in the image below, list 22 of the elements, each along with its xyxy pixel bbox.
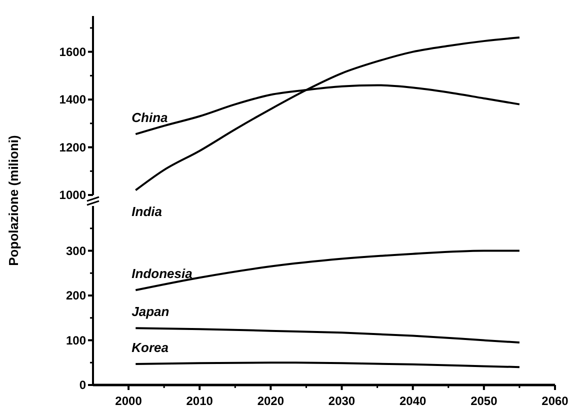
y-tick-label: 1200 — [59, 140, 86, 154]
line-series — [134, 327, 520, 344]
y-tick-label: 1400 — [59, 92, 86, 107]
x-tick-label: 2040 — [399, 394, 427, 408]
y-axis-title: Popolazione (milioni) — [6, 135, 21, 266]
series-label: Korea — [132, 340, 169, 355]
y-tick-label: 1000 — [59, 188, 86, 202]
x-tick-label: 2010 — [186, 394, 214, 408]
series-label: India — [132, 204, 162, 220]
y-tick-label: 100 — [66, 333, 86, 348]
y-tick-label: 0 — [79, 378, 86, 392]
y-tick-label: 1600 — [59, 45, 86, 59]
series-label: China — [132, 110, 168, 126]
y-tick-label: 200 — [66, 288, 86, 303]
x-tick-label: 2000 — [115, 394, 142, 408]
x-tick-label: 2050 — [470, 394, 498, 408]
series-label: Indonesia — [132, 266, 192, 282]
series-label: Japan — [132, 304, 170, 320]
x-tick-label: 2060 — [542, 394, 569, 408]
y-tick-label: 300 — [66, 244, 86, 258]
x-tick-label: 2020 — [257, 394, 284, 408]
x-tick-label: 2030 — [328, 394, 356, 408]
